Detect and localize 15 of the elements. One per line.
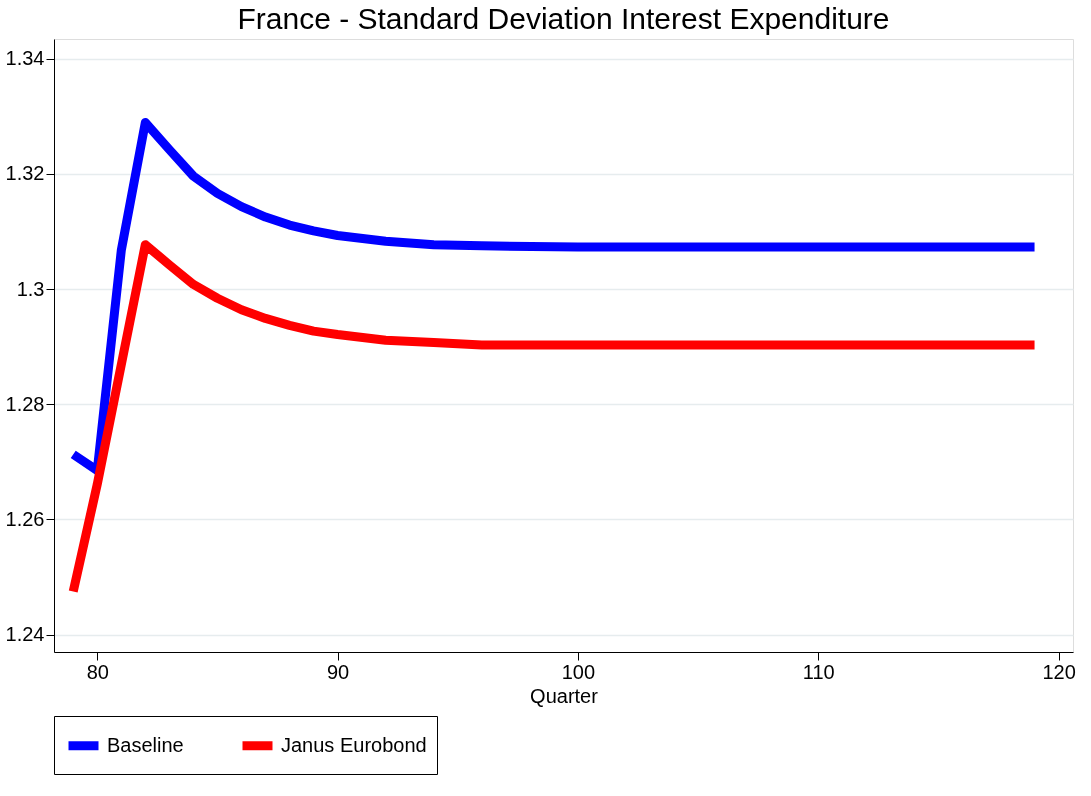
y-tick-label: 1.28 xyxy=(5,392,45,415)
x-tick-label: 100 xyxy=(561,660,596,683)
y-tick-label: 1.3 xyxy=(16,277,45,300)
legend-label: Janus Eurobond xyxy=(281,733,427,756)
x-tick-label: 110 xyxy=(802,660,835,683)
x-tick-label: 120 xyxy=(1042,660,1076,683)
y-tick-label: 1.26 xyxy=(5,507,45,530)
x-axis-title: Quarter xyxy=(530,684,599,707)
y-tick-label: 1.34 xyxy=(5,47,45,70)
x-tick-label: 90 xyxy=(326,660,350,683)
y-tick-label: 1.32 xyxy=(5,162,45,185)
y-tick-label: 1.24 xyxy=(5,623,45,646)
x-tick-label: 80 xyxy=(86,660,109,683)
legend-label: Baseline xyxy=(107,733,184,756)
chart-title: France - Standard Deviation Interest Expenditure xyxy=(237,2,890,35)
